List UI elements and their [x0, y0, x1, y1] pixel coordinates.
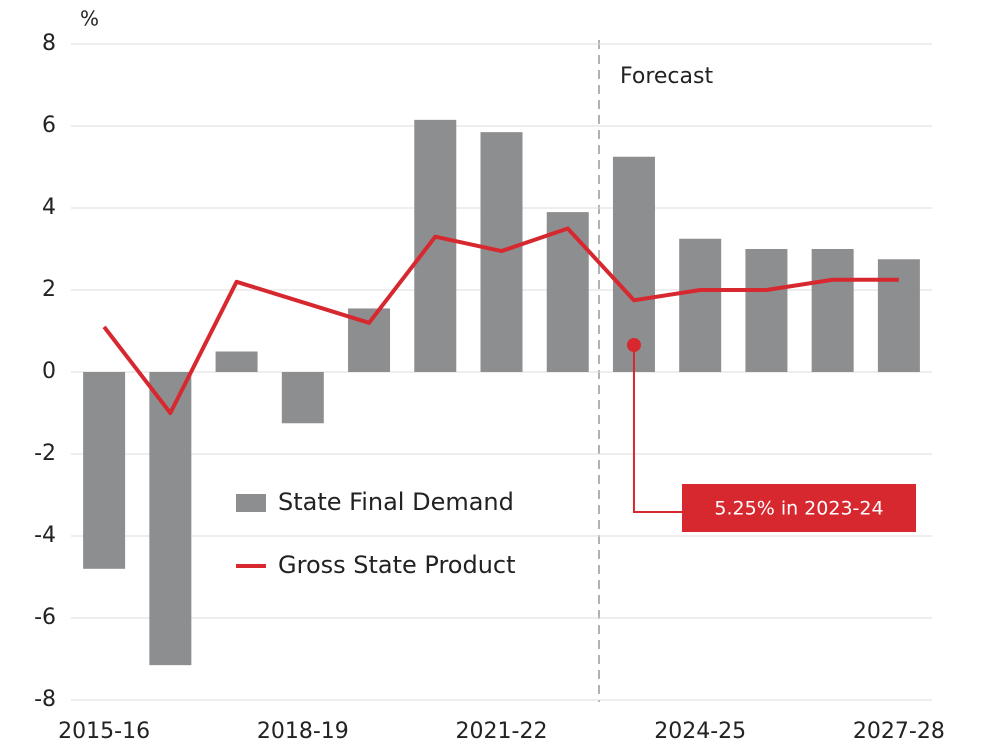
x-tick-label: 2024-25 — [654, 719, 746, 744]
line — [102, 226, 899, 415]
bar — [414, 119, 457, 372]
bar — [877, 259, 920, 372]
callout-text: 5.25% in 2023-24 — [714, 498, 883, 520]
bar — [215, 351, 258, 372]
y-tick-label: -8 — [34, 687, 56, 712]
x-tick-label: 2018-19 — [257, 719, 349, 744]
y-unit-label: % — [80, 7, 99, 31]
callout-leader — [632, 345, 682, 513]
y-tick-label: 6 — [42, 113, 56, 138]
bar — [679, 238, 722, 372]
callout-box — [682, 484, 916, 532]
legend-label: Gross State Product — [278, 551, 516, 579]
legend-swatch — [236, 494, 266, 512]
bar — [745, 249, 788, 372]
bar — [612, 156, 655, 372]
legend-label: State Final Demand — [278, 488, 514, 516]
y-tick-label: 4 — [42, 195, 56, 220]
bar — [546, 212, 589, 372]
y-tick-label: 8 — [42, 31, 56, 56]
y-tick-label: -2 — [34, 441, 56, 466]
y-tick-label: -4 — [34, 523, 56, 548]
x-tick-label: 2027-28 — [853, 719, 945, 744]
x-tick-label: 2015-16 — [58, 719, 150, 744]
bar — [83, 372, 126, 569]
bar — [811, 249, 854, 372]
y-tick-label: -6 — [34, 605, 56, 630]
bar — [281, 372, 324, 424]
y-tick-label: 2 — [42, 277, 56, 302]
bar — [149, 372, 192, 666]
x-tick-label: 2021-22 — [456, 719, 548, 744]
forecast-label: Forecast — [620, 64, 713, 89]
y-tick-label: 0 — [42, 359, 56, 384]
